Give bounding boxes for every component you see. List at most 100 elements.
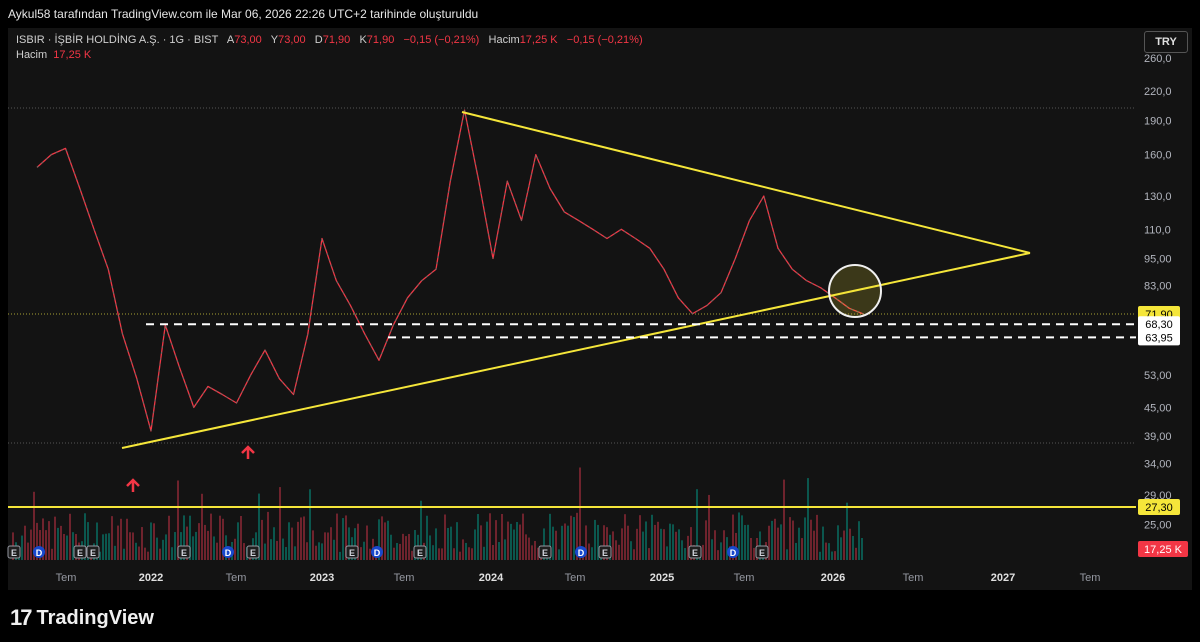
- footer: [0, 590, 1200, 642]
- volume-bar: [750, 538, 752, 560]
- brand-name: TradingView: [36, 606, 154, 629]
- earnings-marker-letter-icon: E: [77, 548, 83, 558]
- price-badge-label: 68,30: [1145, 319, 1173, 331]
- volume-bar: [714, 530, 716, 560]
- volume-bar: [528, 537, 530, 560]
- x-tick-label: 2025: [650, 572, 674, 584]
- volume-bar: [489, 513, 491, 560]
- volume-bar: [339, 551, 341, 560]
- volume-bar: [483, 546, 485, 560]
- volume-bar: [282, 538, 284, 560]
- price-badge-label: 27,30: [1145, 502, 1173, 514]
- volume-bar: [405, 536, 407, 560]
- y-tick-label: 190,0: [1144, 115, 1172, 127]
- volume-bar: [669, 523, 671, 560]
- volume-bar: [438, 548, 440, 560]
- price-line: [36, 109, 864, 432]
- volume-bar: [711, 539, 713, 560]
- price-line-up-ticks: [36, 110, 864, 431]
- volume-bar: [444, 514, 446, 560]
- chart-area[interactable]: [8, 28, 1192, 590]
- open-label: A: [226, 34, 235, 46]
- x-tick-label: Tem: [565, 572, 586, 584]
- dividend-marker-letter-icon: D: [36, 548, 43, 558]
- earnings-marker-letter-icon: E: [349, 548, 355, 558]
- volume-bar: [363, 541, 365, 560]
- volume-bar: [315, 545, 317, 560]
- volume-bar: [633, 549, 635, 560]
- volume-bar: [612, 531, 614, 560]
- volume-bar: [144, 547, 146, 560]
- volume-bar: [36, 522, 38, 560]
- earnings-marker-letter-icon: E: [759, 548, 765, 558]
- volume-bar: [108, 533, 110, 560]
- volume-bar: [297, 521, 299, 560]
- earnings-marker-icon: [73, 545, 87, 559]
- volume-bar: [855, 547, 857, 560]
- volume-bar: [183, 515, 185, 560]
- dividend-marker-letter-icon: D: [578, 548, 585, 558]
- volume-bar: [330, 527, 332, 560]
- volume-bar: [675, 531, 677, 560]
- volume-value: 17,25 K: [519, 34, 558, 46]
- volume-bar: [819, 551, 821, 560]
- volume-bar: [201, 493, 203, 560]
- y-tick-label: 45,00: [1144, 402, 1172, 414]
- volume-bar: [240, 515, 242, 560]
- volume-bar: [846, 502, 848, 560]
- currency-button[interactable]: TRY: [1144, 31, 1188, 53]
- volume-bar: [660, 528, 662, 560]
- volume-bar: [825, 542, 827, 560]
- volume-bar: [639, 515, 641, 560]
- volume-bar: [357, 523, 359, 560]
- volume-bar: [306, 542, 308, 560]
- volume-bar: [861, 537, 863, 560]
- x-tick-label: Tem: [734, 572, 755, 584]
- volume-bar: [219, 515, 221, 560]
- volume-bar: [657, 521, 659, 560]
- x-tick-label: Tem: [226, 572, 247, 584]
- earnings-marker-letter-icon: E: [542, 548, 548, 558]
- volume-bar: [426, 515, 428, 560]
- volume-bar: [285, 547, 287, 560]
- volume-bar: [621, 528, 623, 560]
- volume-bar: [135, 542, 137, 560]
- volume-bar: [342, 518, 344, 560]
- volume-bar: [66, 535, 68, 560]
- y-tick-label: 25,00: [1144, 520, 1172, 532]
- x-tick-label: Tem: [394, 572, 415, 584]
- volume-bar: [303, 516, 305, 560]
- earnings-marker-icon: [538, 545, 552, 559]
- earnings-marker-icon: [755, 545, 769, 559]
- volume-bar: [507, 521, 509, 560]
- volume-bar: [576, 512, 578, 560]
- volume-bar: [42, 518, 44, 560]
- y-tick-label: 29,00: [1144, 490, 1172, 502]
- y-tick-label: 110,0: [1144, 224, 1171, 236]
- volume-bar: [447, 527, 449, 560]
- y-tick-label: 83,00: [1144, 280, 1172, 292]
- volume-bar: [720, 542, 722, 560]
- upper-trendline: [461, 111, 1031, 254]
- symbol-info[interactable]: ISBIR · İŞBİR HOLDİNG A.Ş. · 1G · BIST: [16, 34, 219, 46]
- volume-bar: [771, 520, 773, 560]
- volume-bar: [345, 515, 347, 560]
- earnings-marker-letter-icon: E: [692, 548, 698, 558]
- price-badge: [1138, 499, 1180, 515]
- high-value: 73,00: [278, 34, 306, 46]
- volume-label: Hacim: [488, 34, 520, 46]
- earnings-marker-icon: [413, 545, 427, 559]
- volume-bar: [141, 527, 143, 560]
- top-bar: Aykul58 tarafından TradingView.com ile M…: [0, 0, 1200, 28]
- volume-bar: [48, 521, 50, 560]
- volume-bar: [525, 534, 527, 560]
- volume-bar: [117, 525, 119, 560]
- earnings-marker-letter-icon: E: [181, 548, 187, 558]
- volume-row-value: 17,25 K: [53, 49, 92, 61]
- up-arrow-icon: [126, 478, 140, 492]
- volume-bar: [606, 527, 608, 560]
- volume-bar: [468, 547, 470, 560]
- earnings-marker-icon: [7, 545, 21, 559]
- volume-bar: [474, 529, 476, 560]
